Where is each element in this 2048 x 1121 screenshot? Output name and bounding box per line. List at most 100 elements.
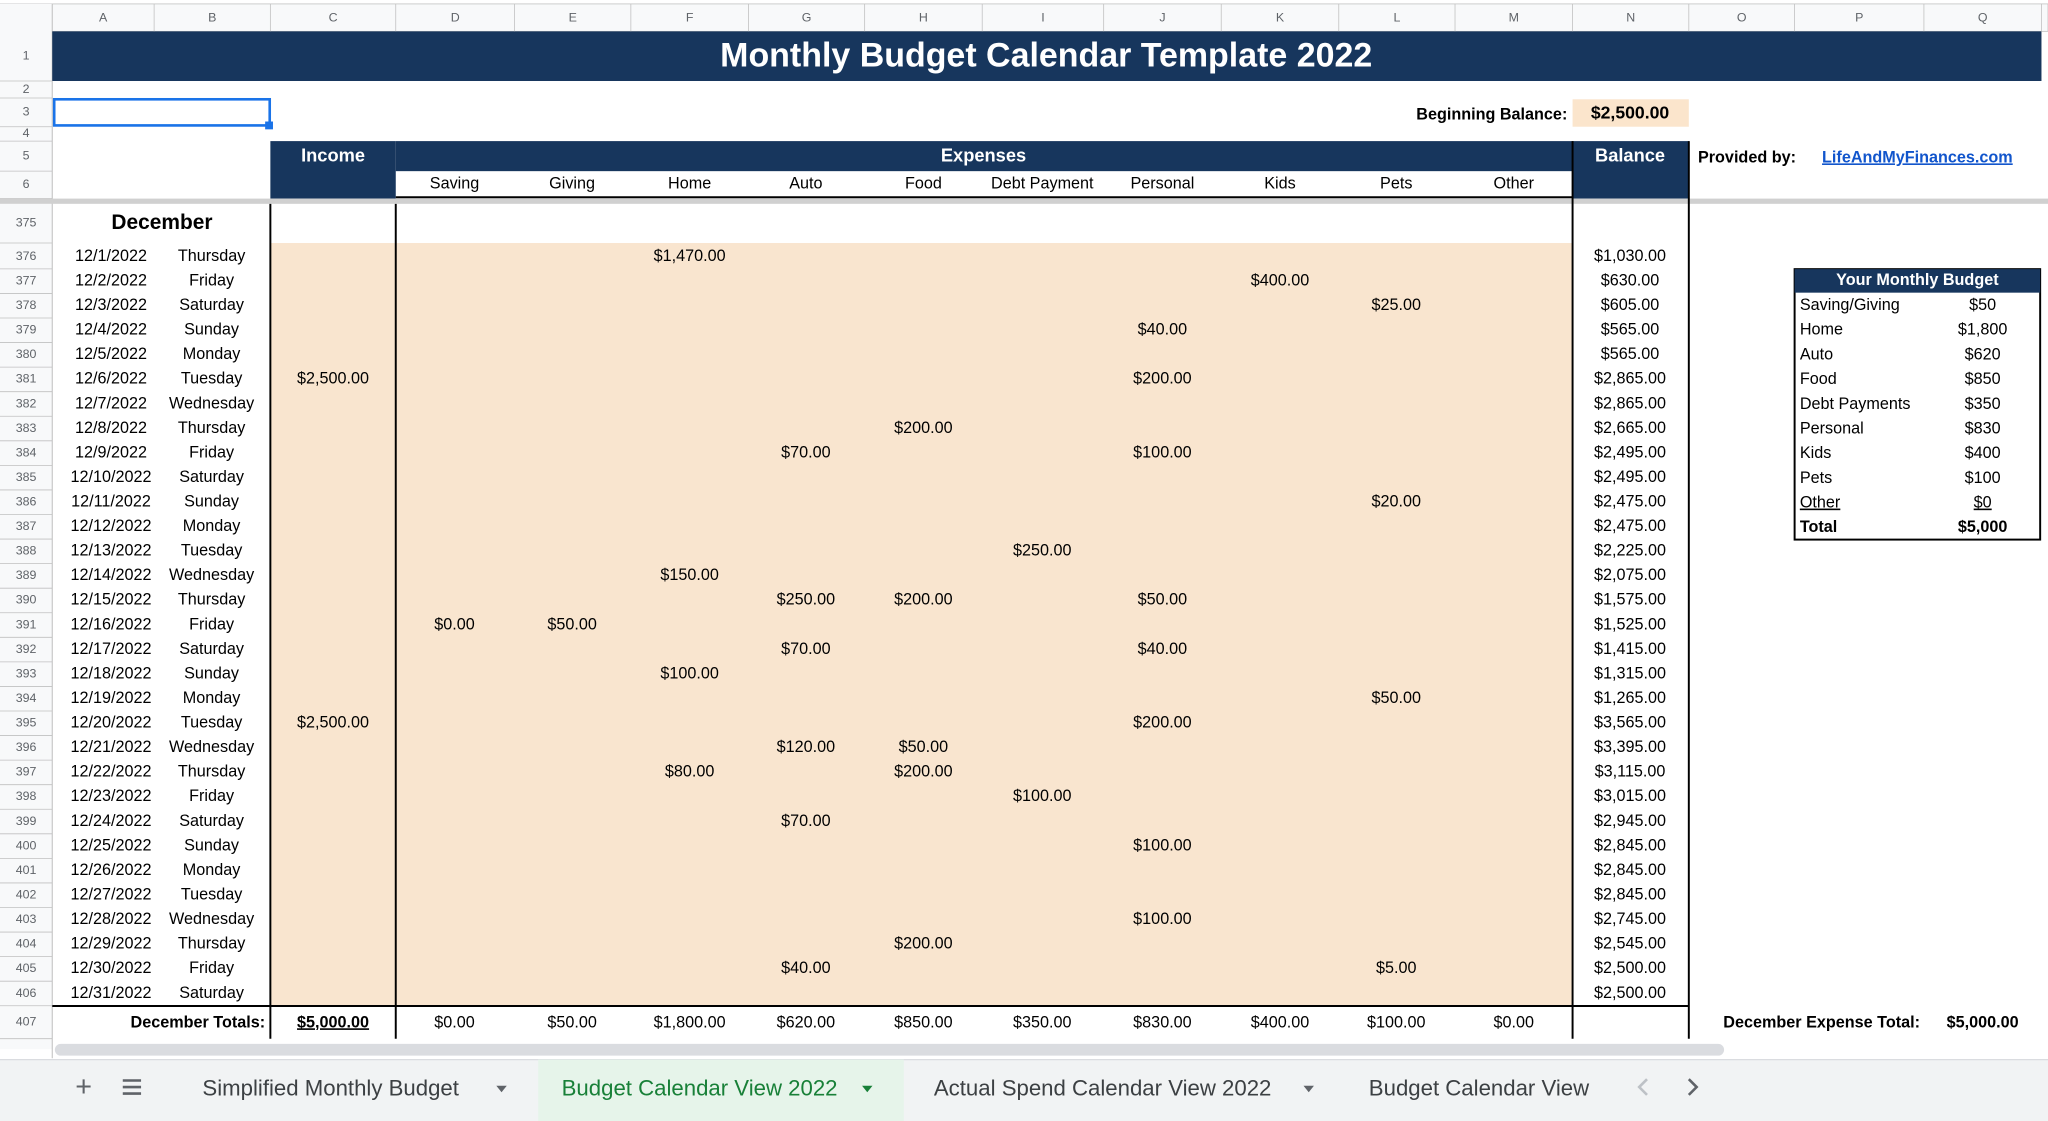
row-number: 395 <box>16 716 37 730</box>
budget-item-amount: $5,000 <box>1958 518 2008 536</box>
tab-menu-arrow[interactable] <box>496 1085 507 1093</box>
row-number: 399 <box>16 814 37 828</box>
day-cell: Saturday <box>179 296 245 314</box>
day-cell: Thursday <box>178 419 246 437</box>
amount-cell: $50.00 <box>1371 689 1421 707</box>
row-number: 387 <box>16 519 37 533</box>
sheet-tab[interactable]: Actual Spend Calendar View 2022 <box>934 1076 1272 1101</box>
amount-cell: $40.00 <box>1138 640 1188 658</box>
balance-header <box>1572 141 1689 199</box>
amount-cell: $40.00 <box>781 959 831 977</box>
balance-cell: $1,265.00 <box>1594 689 1666 707</box>
add-sheet-button[interactable]: + <box>75 1071 92 1103</box>
expense-category: Saving <box>430 175 479 193</box>
budget-item-amount: $620 <box>1965 345 2001 363</box>
provided-by-link[interactable]: LifeAndMyFinances.com <box>1822 148 2013 166</box>
balance-cell: $3,565.00 <box>1594 714 1666 732</box>
total-cell: $850.00 <box>894 1013 953 1031</box>
day-cell: Wednesday <box>169 566 255 584</box>
row-number: 391 <box>16 617 37 631</box>
selected-cell[interactable] <box>52 97 272 127</box>
total-cell: $0.00 <box>1494 1013 1535 1031</box>
date-cell: 12/25/2022 <box>71 836 152 854</box>
balance-cell: $565.00 <box>1601 345 1660 363</box>
column-letter: J <box>1159 11 1165 25</box>
balance-header-label: Balance <box>1595 145 1665 166</box>
amount-cell: $100.00 <box>1133 910 1192 928</box>
day-cell: Monday <box>183 345 241 363</box>
row-number: 392 <box>16 642 37 656</box>
amount-cell: $70.00 <box>781 443 831 461</box>
day-cell: Monday <box>183 861 241 879</box>
expense-category: Personal <box>1131 175 1195 193</box>
column-letter: C <box>329 11 338 25</box>
sheet-tab[interactable]: Simplified Monthly Budget <box>202 1076 458 1101</box>
amount-cell: $250.00 <box>1013 542 1072 560</box>
amount-cell: $200.00 <box>894 763 953 781</box>
budget-item-name: Pets <box>1800 469 1832 487</box>
column-letter: M <box>1509 11 1519 25</box>
budget-item-name: Auto <box>1800 345 1833 363</box>
beginning-balance-value: $2,500.00 <box>1591 102 1670 122</box>
all-sheets-button[interactable] <box>122 1079 142 1095</box>
tab-overflow-mask <box>1616 1060 1735 1121</box>
date-cell: 12/12/2022 <box>71 517 152 535</box>
balance-cell: $1,315.00 <box>1594 664 1666 682</box>
scroll-tabs-right[interactable] <box>1687 1078 1699 1096</box>
row-number: 3 <box>23 105 30 119</box>
sheet-tab[interactable]: Budget Calendar View <box>1369 1076 1590 1101</box>
row-number: 380 <box>16 347 37 361</box>
total-cell: $620.00 <box>777 1013 836 1031</box>
date-cell: 12/6/2022 <box>75 370 147 388</box>
date-cell: 12/24/2022 <box>71 812 152 830</box>
day-cell: Sunday <box>184 321 240 339</box>
amount-cell: $25.00 <box>1371 296 1421 314</box>
row-number: 379 <box>16 323 37 337</box>
expense-category: Home <box>668 175 711 193</box>
day-cell: Thursday <box>178 591 246 609</box>
total-cell: $50.00 <box>547 1013 597 1031</box>
row-number: 388 <box>16 544 37 558</box>
sheet-title: Monthly Budget Calendar Template 2022 <box>720 36 1372 74</box>
day-cell: Tuesday <box>181 370 243 388</box>
row-number: 375 <box>16 216 37 230</box>
row-number: 407 <box>16 1015 37 1029</box>
expense-category: Giving <box>549 175 595 193</box>
balance-cell: $2,865.00 <box>1594 370 1666 388</box>
frozen-divider <box>0 198 2048 204</box>
amount-cell: $400.00 <box>1251 271 1310 289</box>
fill-handle[interactable] <box>265 121 273 130</box>
horizontal-scrollbar[interactable] <box>54 1043 1725 1056</box>
row-number: 377 <box>16 273 37 287</box>
day-cell: Friday <box>189 787 235 805</box>
entry-area <box>270 243 1573 1007</box>
amount-cell: $50.00 <box>547 615 597 633</box>
balance-cell: $1,415.00 <box>1594 640 1666 658</box>
balance-cell: $2,500.00 <box>1594 959 1666 977</box>
row-number: 382 <box>16 396 37 410</box>
amount-cell: $200.00 <box>894 935 953 953</box>
day-cell: Saturday <box>179 468 245 486</box>
budget-item-amount: $0 <box>1974 494 1992 512</box>
balance-cell: $2,475.00 <box>1594 493 1666 511</box>
amount-cell: $2,500.00 <box>297 714 369 732</box>
expense-total-value: $5,000.00 <box>1947 1013 2019 1031</box>
column-letter: Q <box>1978 11 1988 25</box>
row-number: 2 <box>23 82 30 96</box>
date-cell: 12/9/2022 <box>75 443 147 461</box>
active-tab-bg[interactable] <box>538 1059 904 1121</box>
tab-menu-arrow[interactable] <box>862 1085 873 1093</box>
day-cell: Saturday <box>179 984 245 1002</box>
month-label: December <box>111 211 212 234</box>
sheet-tab[interactable]: Budget Calendar View 2022 <box>562 1076 838 1101</box>
date-cell: 12/3/2022 <box>75 296 147 314</box>
balance-cell: $1,030.00 <box>1594 247 1666 265</box>
scroll-tabs-left[interactable] <box>1637 1078 1648 1096</box>
beginning-balance-label: Beginning Balance: <box>1416 105 1567 123</box>
tab-menu-arrow[interactable] <box>1303 1085 1314 1093</box>
row-number: 403 <box>16 912 37 926</box>
budget-item-name: Debt Payments <box>1800 395 1911 413</box>
expenses-header <box>395 141 1573 172</box>
total-cell: $1,800.00 <box>654 1013 726 1031</box>
